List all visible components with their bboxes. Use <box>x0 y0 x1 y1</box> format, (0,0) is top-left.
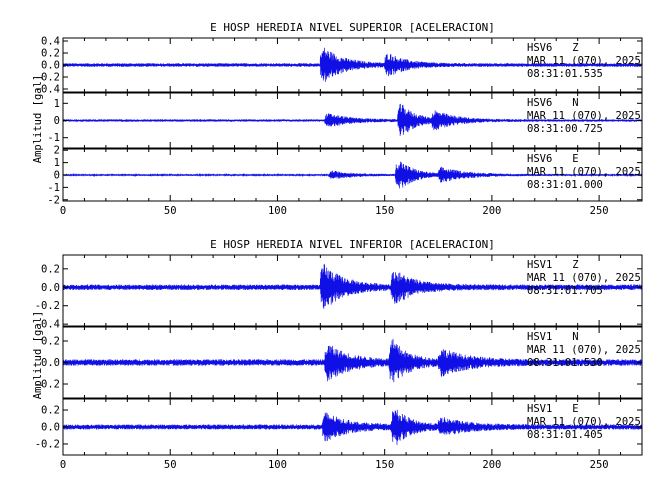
waveform-trace <box>62 263 643 309</box>
upper-level-chart: E HOSP HEREDIA NIVEL SUPERIOR [ACELERACI… <box>32 21 643 217</box>
time-label: 08:31:01.000 <box>527 179 603 191</box>
y-axis-label: Amplitud [gal] <box>32 311 44 400</box>
y-tick-label: -0.4 <box>35 319 60 331</box>
waveform-trace <box>62 338 643 383</box>
y-tick-label: 0.2 <box>41 263 60 275</box>
station-component-label: HSV6 E <box>527 153 579 165</box>
x-tick-label: 200 <box>482 459 501 471</box>
station-component-label: HSV1 Z <box>527 259 579 271</box>
date-label: MAR 11 (070), 2025 <box>527 110 641 122</box>
time-label: 08:31:01.535 <box>527 68 603 80</box>
y-tick-label: -0.2 <box>35 300 60 312</box>
lower-level-chart: E HOSP HEREDIA NIVEL INFERIOR [ACELERACI… <box>32 238 643 471</box>
x-tick-label: 250 <box>590 459 609 471</box>
waveform-trace <box>62 103 643 136</box>
y-tick-label: 0 <box>54 115 60 127</box>
chart-title: E HOSP HEREDIA NIVEL SUPERIOR [ACELERACI… <box>210 21 495 34</box>
x-tick-label: 200 <box>482 205 501 217</box>
y-tick-label: 2 <box>54 145 60 157</box>
x-tick-label: 150 <box>375 205 394 217</box>
panel-frame <box>62 254 643 327</box>
y-tick-label: -2 <box>47 194 60 206</box>
date-label: MAR 11 (070), 2025 <box>527 272 641 284</box>
y-tick-label: -1 <box>47 132 60 144</box>
y-tick-label: 0.0 <box>41 357 60 369</box>
x-tick-label: 50 <box>164 459 177 471</box>
y-tick-label: -1 <box>47 182 60 194</box>
y-tick-label: 0.2 <box>41 48 60 60</box>
x-tick-label: 150 <box>375 459 394 471</box>
y-tick-label: -0.2 <box>35 379 60 391</box>
y-tick-label: -0.2 <box>35 72 60 84</box>
date-label: MAR 11 (070), 2025 <box>527 344 641 356</box>
date-label: MAR 11 (070), 2025 <box>527 166 641 178</box>
y-tick-label: 0.0 <box>41 422 60 434</box>
station-component-label: HSV1 N <box>527 331 579 343</box>
time-label: 08:31:00.725 <box>527 123 603 135</box>
x-tick-label: 100 <box>268 459 287 471</box>
waveform-trace <box>62 161 643 189</box>
waveform-trace <box>62 409 643 445</box>
station-component-label: HSV6 Z <box>527 42 579 54</box>
y-tick-label: 0.4 <box>41 36 60 48</box>
time-label: 08:31:01.405 <box>527 429 603 441</box>
y-tick-label: -0.2 <box>35 438 60 450</box>
time-label: 08:31:01.705 <box>527 285 603 297</box>
chart-title: E HOSP HEREDIA NIVEL INFERIOR [ACELERACI… <box>210 238 495 251</box>
x-tick-label: 0 <box>60 205 66 217</box>
y-tick-label: 0.2 <box>41 405 60 417</box>
date-label: MAR 11 (070), 2025 <box>527 416 641 428</box>
x-tick-label: 50 <box>164 205 177 217</box>
y-axis-label: Amplitud [gal] <box>32 75 44 164</box>
y-tick-label: 0.0 <box>41 60 60 72</box>
waveform-trace <box>62 47 643 82</box>
y-tick-label: 1 <box>54 98 60 110</box>
x-tick-label: 250 <box>590 205 609 217</box>
y-tick-label: 0.0 <box>41 282 60 294</box>
y-tick-label: 0 <box>54 170 60 182</box>
time-label: 08:31:01.530 <box>527 357 603 369</box>
x-tick-label: 0 <box>60 459 66 471</box>
date-label: MAR 11 (070), 2025 <box>527 55 641 67</box>
x-tick-label: 100 <box>268 205 287 217</box>
y-tick-label: 0.2 <box>41 335 60 347</box>
station-component-label: HSV6 N <box>527 97 579 109</box>
y-tick-label: 1 <box>54 157 60 169</box>
y-tick-label: -0.4 <box>35 84 60 96</box>
station-component-label: HSV1 E <box>527 403 579 415</box>
